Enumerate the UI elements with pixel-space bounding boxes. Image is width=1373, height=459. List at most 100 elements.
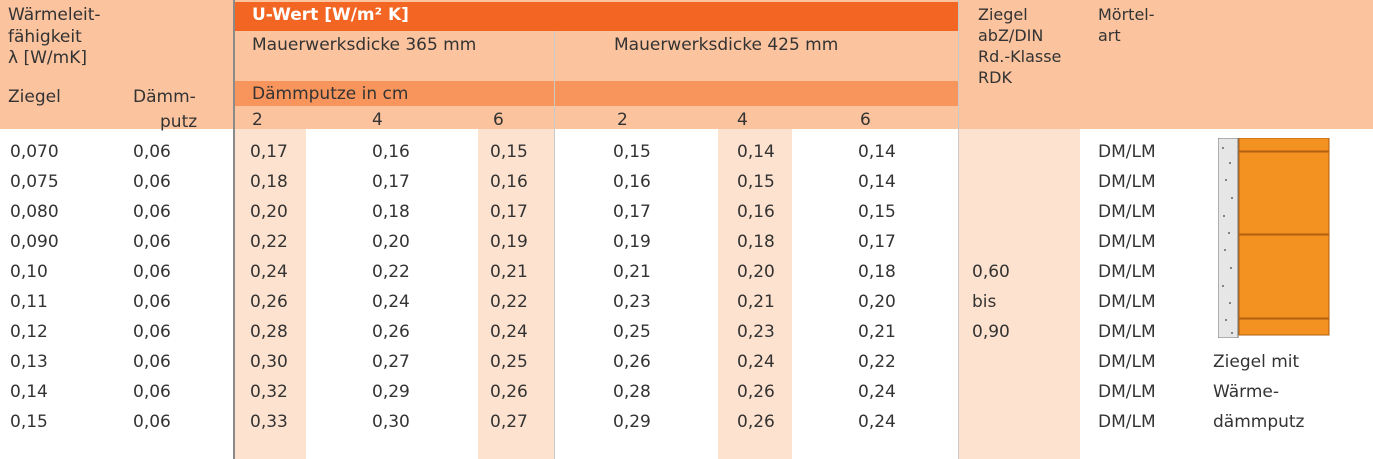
table-cell: 0,06 xyxy=(133,231,171,253)
table-cell: DM/LM xyxy=(1098,411,1156,433)
table-cell: 0,22 xyxy=(858,351,896,373)
table-cell: DM/LM xyxy=(1098,321,1156,343)
table-cell: DM/LM xyxy=(1098,171,1156,193)
table-cell: 0,06 xyxy=(133,381,171,403)
header-label: Ziegel xyxy=(8,86,61,108)
header-label: Mauerwerksdicke 365 mm xyxy=(252,34,476,56)
table-cell: 0,26 xyxy=(737,381,775,403)
table-cell: 0,18 xyxy=(737,231,775,253)
table-cell: 0,15 xyxy=(613,141,651,163)
header-title: U-Wert [W/m² K] xyxy=(252,4,409,26)
table-cell: 0,32 xyxy=(250,381,288,403)
table-cell: 0,21 xyxy=(490,261,528,283)
table-cell: 0,12 xyxy=(10,321,48,343)
table-cell: DM/LM xyxy=(1098,201,1156,223)
table-cell: 0,17 xyxy=(613,201,651,223)
header-label: Dämmputze in cm xyxy=(252,83,408,105)
table-cell: 0,17 xyxy=(250,141,288,163)
table-cell: 0,18 xyxy=(250,171,288,193)
table-cell: 0,11 xyxy=(10,291,48,313)
table-cell: 0,075 xyxy=(10,171,59,193)
table-cell: 0,080 xyxy=(10,201,59,223)
header-label: Dämm- xyxy=(133,86,196,108)
table-cell: 0,23 xyxy=(613,291,651,313)
caption: Ziegel mit xyxy=(1213,351,1299,373)
table-cell: 0,16 xyxy=(613,171,651,193)
table-cell: 0,13 xyxy=(10,351,48,373)
table-cell: 0,20 xyxy=(372,231,410,253)
table-cell: 0,16 xyxy=(737,201,775,223)
table-cell: bis xyxy=(972,291,996,313)
table-cell: 0,22 xyxy=(372,261,410,283)
table-cell: 0,22 xyxy=(250,231,288,253)
table-cell: 0,24 xyxy=(490,321,528,343)
header-label: art xyxy=(1098,25,1121,47)
table-cell: 0,06 xyxy=(133,291,171,313)
header-label: Rd.-Klasse xyxy=(978,46,1061,68)
table-cell: DM/LM xyxy=(1098,381,1156,403)
header-label: Wärmeleit- xyxy=(8,4,101,26)
caption: Wärme- xyxy=(1213,381,1279,403)
table-cell: 0,17 xyxy=(858,231,896,253)
page: Wärmeleit-fähigkeitλ [W/mK]ZiegelDämm-pu… xyxy=(0,0,1373,459)
table-cell: 0,17 xyxy=(372,171,410,193)
table-cell: 0,15 xyxy=(10,411,48,433)
table-cell: 0,28 xyxy=(250,321,288,343)
sub-column-label: 4 xyxy=(372,109,383,131)
table-cell: DM/LM xyxy=(1098,351,1156,373)
header-label: Ziegel xyxy=(978,4,1028,26)
table-cell: 0,14 xyxy=(858,141,896,163)
table-cell: 0,10 xyxy=(10,261,48,283)
table-cell: 0,15 xyxy=(858,201,896,223)
divider xyxy=(233,0,235,459)
table-cell: 0,26 xyxy=(737,411,775,433)
table-cell: 0,15 xyxy=(737,171,775,193)
table-cell: 0,22 xyxy=(490,291,528,313)
table-cell: 0,14 xyxy=(858,171,896,193)
table-cell: DM/LM xyxy=(1098,261,1156,283)
table-cell: 0,90 xyxy=(972,321,1010,343)
table-cell: 0,18 xyxy=(858,261,896,283)
sub-column-label: 2 xyxy=(617,109,628,131)
table-cell: 0,28 xyxy=(613,381,651,403)
table-cell: 0,06 xyxy=(133,261,171,283)
table-cell: 0,27 xyxy=(372,351,410,373)
table-cell: 0,06 xyxy=(133,141,171,163)
sub-column-label: 2 xyxy=(252,109,263,131)
table-cell: 0,16 xyxy=(372,141,410,163)
table-cell: 0,15 xyxy=(490,141,528,163)
table-cell: 0,06 xyxy=(133,351,171,373)
table-cell: 0,24 xyxy=(372,291,410,313)
sub-column-label: 6 xyxy=(493,109,504,131)
table-cell: 0,25 xyxy=(613,321,651,343)
header-label: putz xyxy=(160,111,197,133)
table-cell: 0,25 xyxy=(490,351,528,373)
table-cell: 0,21 xyxy=(858,321,896,343)
table-cell: 0,20 xyxy=(737,261,775,283)
divider xyxy=(958,0,959,459)
table-cell: 0,26 xyxy=(490,381,528,403)
header-label: fähigkeit xyxy=(8,26,82,48)
sub-column-label: 4 xyxy=(737,109,748,131)
sub-column-label: 6 xyxy=(860,109,871,131)
table-cell: 0,06 xyxy=(133,201,171,223)
table-cell: 0,26 xyxy=(372,321,410,343)
table-cell: 0,06 xyxy=(133,171,171,193)
table-cell: 0,24 xyxy=(737,351,775,373)
table-cell: 0,16 xyxy=(490,171,528,193)
header-label: abZ/DIN xyxy=(978,25,1043,47)
table-cell: 0,27 xyxy=(490,411,528,433)
table-cell: 0,26 xyxy=(613,351,651,373)
table-cell: 0,24 xyxy=(250,261,288,283)
table-cell: 0,21 xyxy=(613,261,651,283)
wall-illustration xyxy=(1218,138,1332,338)
divider xyxy=(554,31,555,459)
table-cell: DM/LM xyxy=(1098,291,1156,313)
table-cell: 0,24 xyxy=(858,411,896,433)
table-cell: 0,19 xyxy=(490,231,528,253)
table-cell: 0,20 xyxy=(858,291,896,313)
table-cell: 0,60 xyxy=(972,261,1010,283)
table-cell: 0,18 xyxy=(372,201,410,223)
table-cell: 0,20 xyxy=(250,201,288,223)
table-cell: 0,26 xyxy=(250,291,288,313)
